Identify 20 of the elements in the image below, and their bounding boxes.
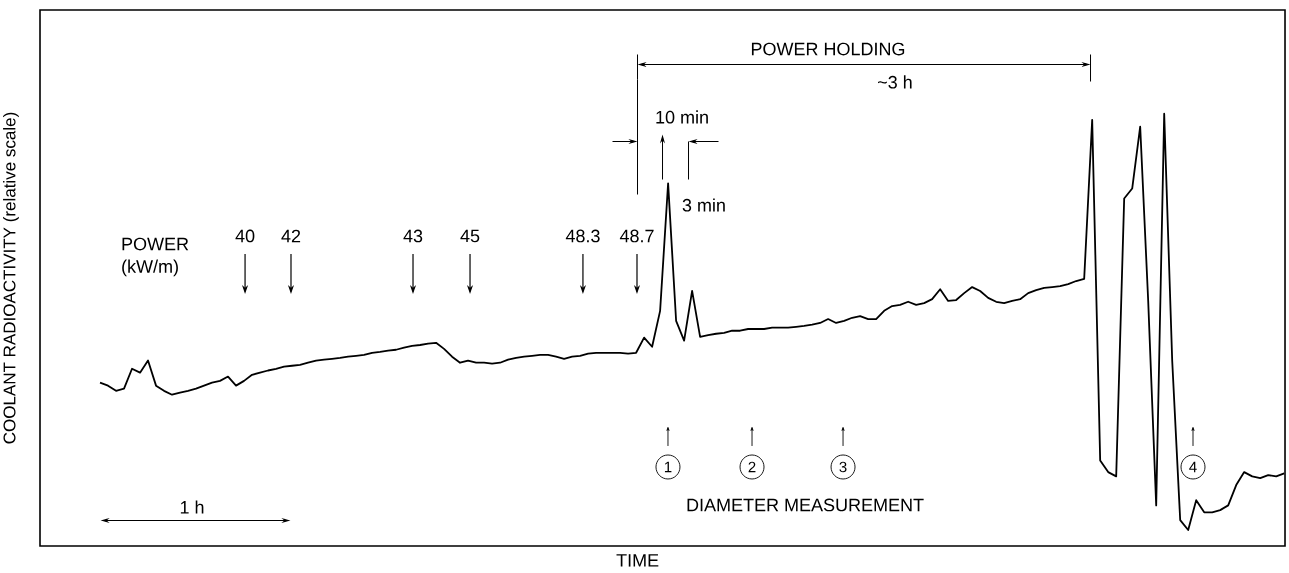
annotation: 45 bbox=[460, 229, 480, 243]
annotation: (kW/m) bbox=[122, 259, 178, 277]
annotation: 42 bbox=[281, 229, 301, 243]
annotation: 1 h bbox=[180, 500, 204, 514]
text: POWER HOLDING bbox=[751, 42, 905, 56]
annotation: POWER bbox=[122, 237, 189, 251]
annotation: 48.7 bbox=[619, 229, 654, 243]
y-axis-title: COOLANT RADIOACTIVITY (relative scale) bbox=[3, 112, 19, 444]
annotation: 40 bbox=[235, 229, 255, 243]
annotation: 3 bbox=[839, 461, 847, 473]
annotation: 43 bbox=[403, 229, 423, 243]
annotation: DIAMETER MEASUREMENT bbox=[687, 498, 924, 512]
annotation: 48.3 bbox=[565, 229, 600, 243]
annotation: 10 min bbox=[656, 110, 708, 124]
x-axis-title: TIME bbox=[616, 554, 659, 567]
annotation: 3 min bbox=[682, 198, 725, 212]
annotation: 4 bbox=[1189, 461, 1197, 473]
annotation: 1 bbox=[664, 461, 672, 473]
annotation: 2 bbox=[748, 461, 756, 473]
text: ~3 h bbox=[878, 75, 912, 89]
